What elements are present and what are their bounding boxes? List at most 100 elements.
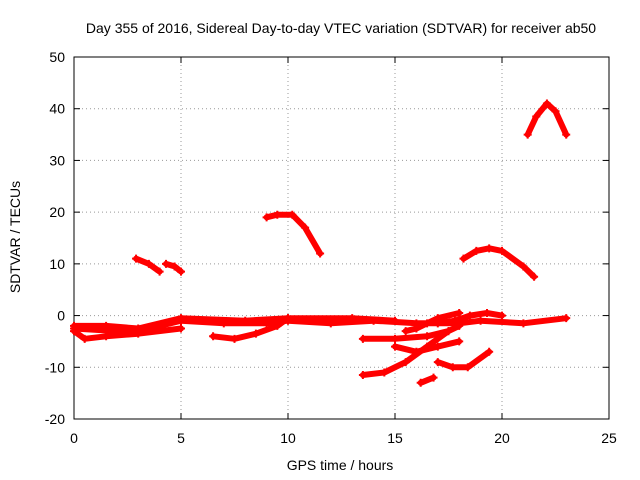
track-13-16h-descending xyxy=(358,321,464,380)
y-tick-label: 40 xyxy=(49,101,65,117)
track-17-19h xyxy=(433,347,494,372)
y-axis-label: SDTVAR / TECUs xyxy=(7,181,23,293)
x-tick-label: 25 xyxy=(601,430,617,446)
data-point xyxy=(177,324,185,333)
track-14h-line-line xyxy=(359,328,452,342)
data-point xyxy=(358,371,367,380)
data-point xyxy=(170,262,179,271)
data-point xyxy=(288,210,297,219)
data-point xyxy=(455,321,464,330)
x-tick-label: 5 xyxy=(177,430,185,446)
x-tick-label: 10 xyxy=(280,430,296,446)
data-point xyxy=(358,334,367,343)
x-tick-label: 0 xyxy=(70,430,78,446)
data-point xyxy=(391,316,399,325)
data-point xyxy=(519,319,528,328)
track-baseline-upper-line xyxy=(71,315,398,332)
track-dip-7h xyxy=(209,314,292,343)
data-series xyxy=(70,99,571,387)
x-tick-label: 15 xyxy=(387,430,403,446)
data-point xyxy=(416,378,425,387)
track-3h-line xyxy=(133,255,163,275)
data-point xyxy=(132,254,141,263)
data-point xyxy=(391,334,399,343)
data-point xyxy=(519,262,528,271)
data-point xyxy=(273,210,282,219)
data-point xyxy=(284,314,292,323)
track-22h xyxy=(523,99,571,139)
data-point xyxy=(444,327,453,336)
data-point xyxy=(423,319,432,328)
data-point xyxy=(391,342,399,351)
data-point xyxy=(483,308,492,317)
track-19h-line xyxy=(460,245,538,280)
data-point xyxy=(412,324,421,333)
y-tick-label: 30 xyxy=(49,152,65,168)
data-point xyxy=(433,342,442,351)
track-10h-line xyxy=(263,211,324,257)
track-19h xyxy=(459,244,539,281)
data-point xyxy=(70,327,78,336)
track-10h xyxy=(262,210,325,258)
data-point xyxy=(523,130,532,139)
data-point xyxy=(485,347,494,356)
data-point xyxy=(455,308,464,317)
data-point xyxy=(433,358,442,367)
data-point xyxy=(450,316,459,325)
y-tick-label: -10 xyxy=(45,359,65,375)
track-early-low xyxy=(70,324,185,343)
data-point xyxy=(155,267,164,276)
track-18-20h-rise xyxy=(433,308,506,328)
data-point xyxy=(476,316,485,325)
data-point xyxy=(209,332,218,341)
grid-lines xyxy=(74,57,609,419)
x-axis-label: GPS time / hours xyxy=(287,457,394,473)
data-point xyxy=(177,267,185,276)
track-17-19h-line xyxy=(434,348,493,371)
data-point xyxy=(532,112,541,121)
track-4-5h-line xyxy=(163,260,184,275)
data-point xyxy=(472,246,481,255)
data-point xyxy=(401,327,410,336)
y-tick-label: -20 xyxy=(45,411,65,427)
data-point xyxy=(433,314,442,323)
track-15-17h-low xyxy=(401,308,464,336)
data-point xyxy=(316,249,325,258)
data-point xyxy=(463,363,472,372)
data-point xyxy=(134,329,143,338)
data-point xyxy=(162,259,171,268)
data-point xyxy=(429,373,438,382)
data-point xyxy=(459,254,468,263)
data-point xyxy=(177,314,185,323)
data-point xyxy=(455,337,464,346)
data-point xyxy=(230,334,239,343)
data-point xyxy=(380,368,389,377)
data-point xyxy=(401,358,410,367)
track-4-5h xyxy=(162,259,185,276)
data-point xyxy=(498,246,506,255)
data-point xyxy=(551,107,560,116)
data-point xyxy=(498,311,506,320)
data-point xyxy=(80,334,89,343)
data-point xyxy=(251,329,260,338)
data-point xyxy=(348,314,357,323)
data-point xyxy=(562,314,571,323)
data-point xyxy=(465,311,474,320)
chart-title: Day 355 of 2016, Sidereal Day-to-day VTE… xyxy=(86,20,596,36)
data-point xyxy=(273,321,282,330)
data-point xyxy=(542,99,551,108)
data-point xyxy=(241,316,250,325)
data-point xyxy=(102,332,111,341)
y-tick-label: 20 xyxy=(49,204,65,220)
axis-ticks: 0 5 10 15 20 25 -20 -10 0 10 20 30 40 50 xyxy=(45,49,617,446)
y-tick-label: 50 xyxy=(49,49,65,65)
data-point xyxy=(102,321,111,330)
y-tick-label: 10 xyxy=(49,256,65,272)
data-point xyxy=(448,363,457,372)
track-22h-line xyxy=(524,100,570,138)
y-tick-label: 0 xyxy=(57,308,65,324)
data-point xyxy=(301,223,310,232)
data-point xyxy=(423,342,432,351)
data-point xyxy=(144,259,153,268)
track-16-17h xyxy=(416,373,438,387)
